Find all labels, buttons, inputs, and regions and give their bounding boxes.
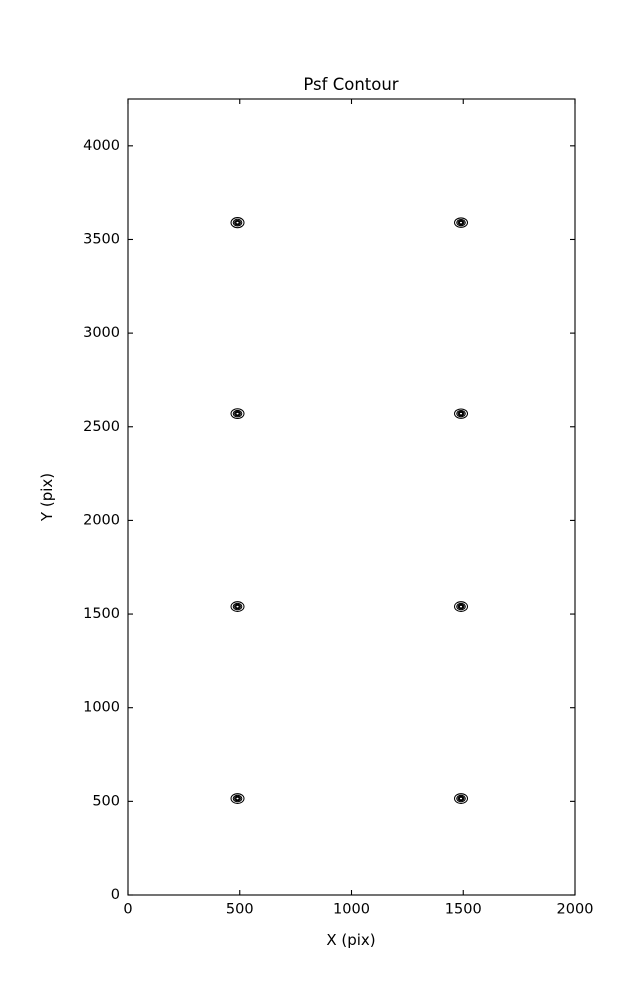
contour-ring-5 [235, 411, 240, 416]
y-tick-label-1000: 1000 [83, 700, 120, 716]
contour-ring-3 [457, 219, 465, 226]
page-title: Psf Contour [303, 75, 398, 94]
psf-contour-psf-8 [454, 793, 469, 804]
contour-ring-5 [458, 796, 464, 801]
y-tick-label-1500: 1500 [83, 606, 120, 622]
psf-contour-psf-4 [454, 408, 469, 419]
psf-contour-psf-2 [454, 217, 469, 228]
y-axis-tick-labels: 0 500 1000 1500 2000 2500 3000 3500 4000 [83, 138, 120, 903]
contour-ring-1 [454, 217, 469, 228]
contour-ring-2 [232, 218, 243, 227]
contour-ring-2 [456, 794, 466, 803]
contour-ring-5 [235, 604, 240, 609]
contour-ring-1 [230, 408, 245, 420]
contour-ring-5 [235, 796, 240, 801]
contour-ring-1 [454, 408, 469, 419]
x-tick-label-2000: 2000 [557, 902, 594, 918]
x-tick-label-0: 0 [123, 902, 132, 918]
contour-ring-2 [232, 602, 243, 611]
contour-ring-5 [458, 411, 464, 416]
contour-ring-3 [457, 795, 465, 802]
contour-ring-3 [457, 411, 465, 417]
y-axis-ticks [128, 145, 575, 896]
contour-ring-1 [230, 793, 245, 804]
contour-ring-1 [454, 793, 469, 804]
psf-contour-psf-7 [230, 793, 245, 804]
contour-ring-1 [454, 601, 469, 612]
contour-ring-3 [234, 795, 241, 802]
y-tick-label-3000: 3000 [83, 325, 120, 341]
contour-ring-3 [234, 603, 241, 610]
psf-contour-psf-3 [230, 408, 245, 420]
x-axis-tick-labels: 0 500 1000 1500 2000 [123, 902, 593, 918]
psf-contour-psf-6 [454, 601, 469, 612]
plot-title-group: Psf Contour [303, 75, 398, 94]
axes-frame [127, 98, 576, 896]
psf-contour-psf-5 [230, 601, 245, 612]
contour-ring-5 [235, 220, 240, 225]
y-tick-label-2000: 2000 [83, 512, 120, 528]
x-tick-label-1500: 1500 [445, 902, 482, 918]
contour-ring-3 [457, 603, 465, 610]
y-tick-label-4000: 4000 [83, 138, 120, 154]
contour-ring-3 [234, 410, 241, 417]
plot-border [127, 98, 576, 896]
psf-contour-psf-1 [230, 217, 245, 229]
contour-ring-5 [458, 604, 464, 609]
contour-ring-3 [234, 219, 241, 226]
x-tick-label-500: 500 [226, 902, 254, 918]
y-tick-label-3500: 3500 [83, 231, 120, 247]
x-axis-ticks [127, 99, 576, 895]
contour-ring-2 [456, 602, 466, 611]
contour-ring-2 [456, 410, 466, 418]
contour-ring-2 [232, 409, 243, 418]
y-axis-title: Y (pix) [38, 473, 56, 522]
y-tick-label-0: 0 [111, 887, 120, 903]
contour-series [230, 217, 469, 804]
x-tick-label-1000: 1000 [333, 902, 370, 918]
contour-ring-1 [230, 217, 245, 229]
y-tick-label-2500: 2500 [83, 419, 120, 435]
contour-ring-1 [230, 601, 245, 612]
x-axis-title: X (pix) [326, 931, 375, 949]
contour-ring-2 [232, 794, 243, 803]
contour-ring-5 [458, 220, 464, 225]
y-tick-label-500: 500 [92, 793, 120, 809]
contour-ring-2 [456, 218, 466, 227]
